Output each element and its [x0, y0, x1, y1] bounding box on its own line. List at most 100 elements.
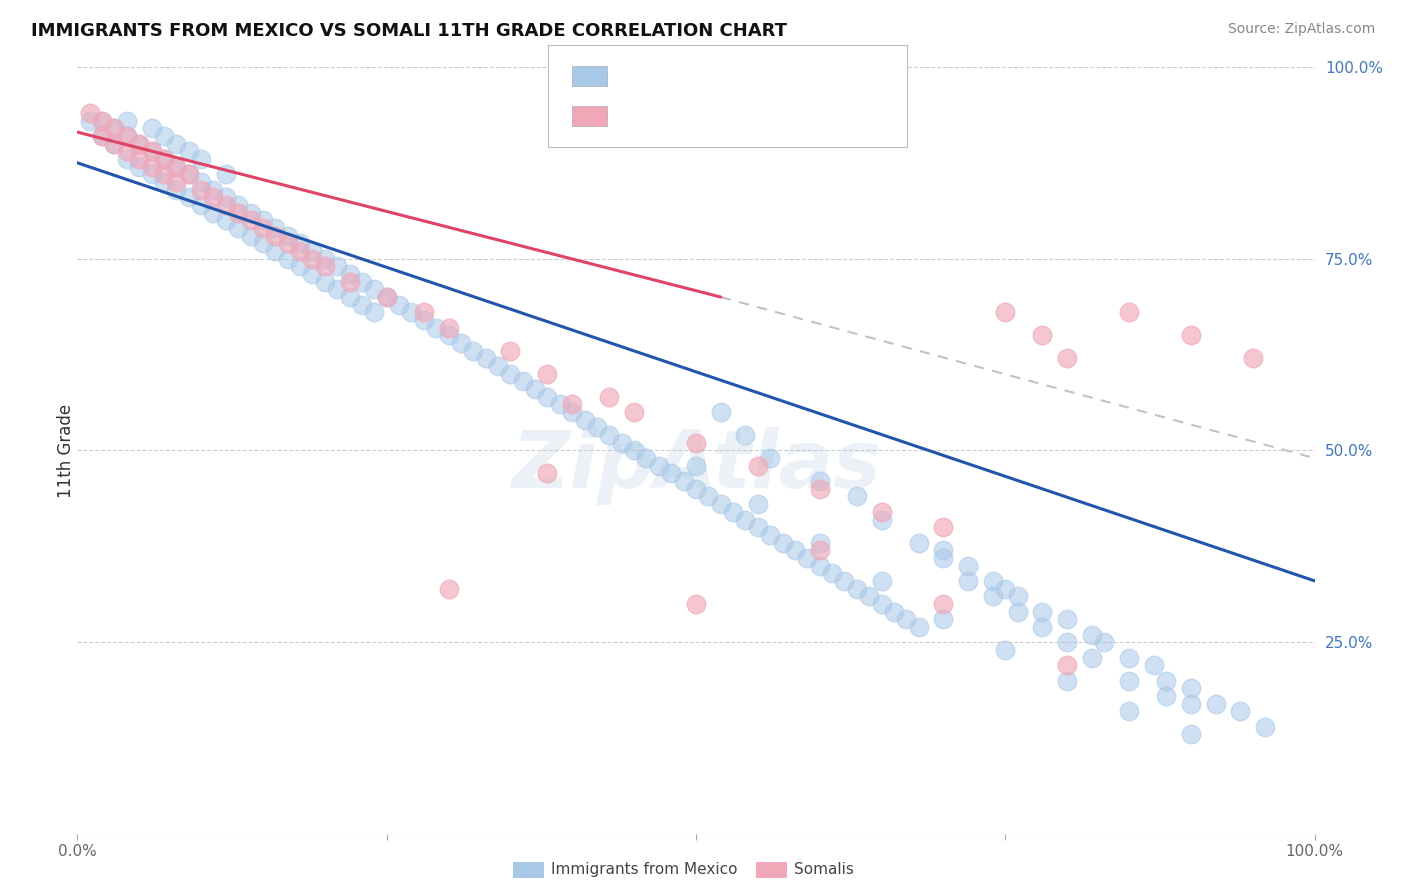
Point — [896, 612, 918, 626]
Point — [190, 183, 212, 197]
Point — [721, 505, 744, 519]
Point — [734, 512, 756, 526]
Point — [1180, 681, 1202, 696]
Point — [808, 543, 831, 558]
Point — [401, 305, 423, 319]
Point — [808, 474, 831, 488]
Point — [91, 113, 114, 128]
Point — [486, 359, 509, 373]
Point — [190, 198, 212, 212]
Point — [586, 420, 609, 434]
Point — [957, 574, 980, 588]
Point — [375, 290, 398, 304]
Point — [165, 136, 187, 151]
Point — [202, 205, 225, 219]
Point — [412, 305, 434, 319]
Point — [1180, 727, 1202, 741]
Point — [277, 236, 299, 251]
Point — [153, 175, 176, 189]
Point — [264, 221, 287, 235]
Point — [870, 574, 893, 588]
Point — [747, 520, 769, 534]
Point — [128, 136, 150, 151]
Point — [870, 512, 893, 526]
Point — [574, 413, 596, 427]
Point — [870, 597, 893, 611]
Point — [288, 260, 311, 274]
Point — [883, 605, 905, 619]
Point — [1081, 627, 1104, 641]
Point — [932, 520, 955, 534]
Text: -0.666: -0.666 — [658, 105, 717, 123]
Point — [672, 474, 695, 488]
Point — [1118, 673, 1140, 688]
Point — [821, 566, 844, 581]
Point — [128, 152, 150, 166]
Point — [685, 597, 707, 611]
Point — [239, 228, 262, 243]
Point — [314, 252, 336, 266]
Point — [1154, 673, 1177, 688]
Point — [845, 490, 868, 504]
Point — [685, 435, 707, 450]
Point — [437, 328, 460, 343]
Point — [1118, 650, 1140, 665]
Point — [981, 574, 1004, 588]
Point — [115, 128, 138, 143]
Point — [957, 558, 980, 573]
Point — [1143, 658, 1166, 673]
Point — [747, 497, 769, 511]
Point — [463, 343, 485, 358]
Point — [177, 145, 200, 159]
Point — [103, 121, 125, 136]
Point — [153, 167, 176, 181]
Point — [474, 351, 496, 366]
Point — [103, 121, 125, 136]
Point — [264, 228, 287, 243]
Text: ZipAtlas: ZipAtlas — [510, 426, 882, 505]
Point — [623, 443, 645, 458]
Point — [277, 252, 299, 266]
Point — [1056, 612, 1078, 626]
Point — [636, 451, 658, 466]
Point — [128, 160, 150, 174]
Point — [1007, 605, 1029, 619]
Point — [759, 451, 782, 466]
Point — [153, 152, 176, 166]
Point — [288, 236, 311, 251]
Point — [141, 145, 163, 159]
Point — [932, 597, 955, 611]
Point — [215, 198, 238, 212]
Point — [536, 467, 558, 481]
Point — [326, 260, 349, 274]
Point — [141, 167, 163, 181]
Point — [1254, 720, 1277, 734]
Point — [536, 390, 558, 404]
Point — [375, 290, 398, 304]
Point — [710, 497, 733, 511]
Point — [264, 244, 287, 258]
Point — [598, 390, 620, 404]
Point — [141, 121, 163, 136]
Point — [659, 467, 682, 481]
Point — [685, 458, 707, 473]
Point — [301, 267, 323, 281]
Point — [512, 375, 534, 389]
Point — [994, 582, 1017, 596]
Point — [350, 275, 373, 289]
Point — [239, 213, 262, 227]
Point — [1031, 620, 1053, 634]
Point — [783, 543, 806, 558]
Point — [734, 428, 756, 442]
Point — [1081, 650, 1104, 665]
Point — [91, 128, 114, 143]
Point — [363, 282, 385, 296]
Point — [1229, 704, 1251, 718]
Point — [301, 244, 323, 258]
Point — [252, 213, 274, 227]
Text: 138: 138 — [775, 65, 810, 83]
Point — [165, 160, 187, 174]
Point — [91, 113, 114, 128]
Point — [1031, 605, 1053, 619]
Text: 53: 53 — [775, 105, 804, 123]
